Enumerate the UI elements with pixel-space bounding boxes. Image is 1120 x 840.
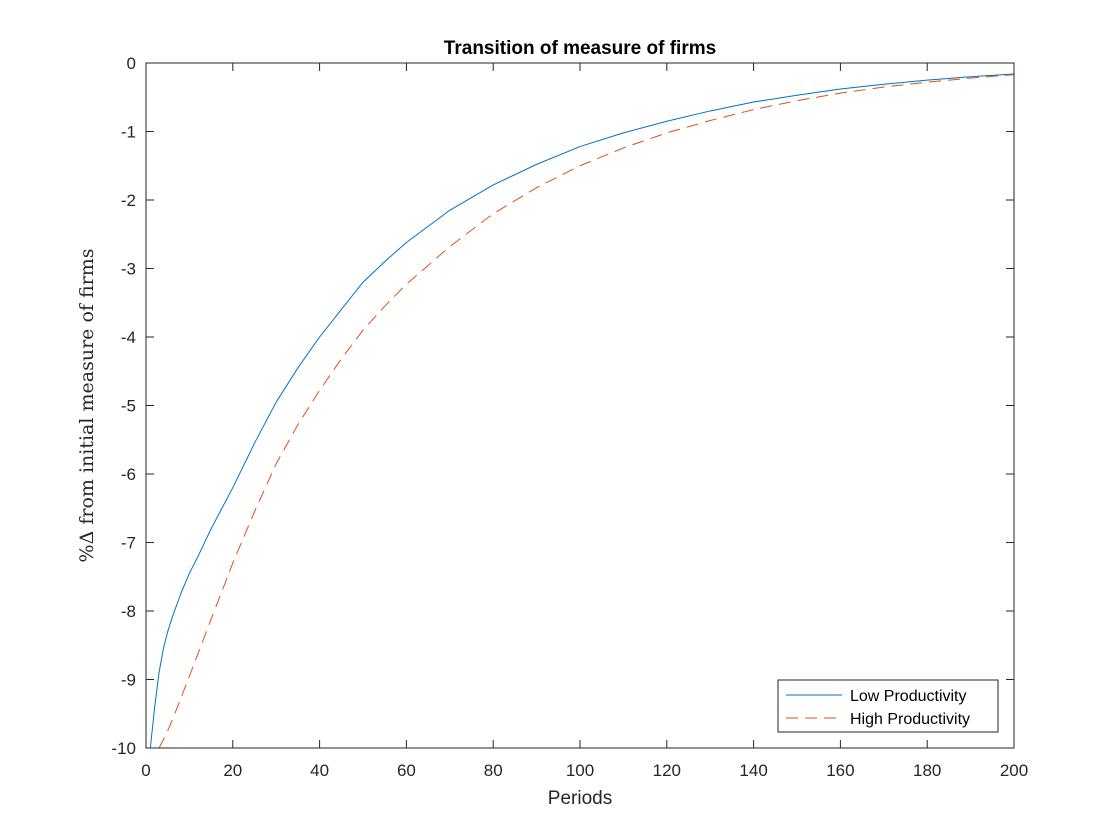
x-tick-label: 140 xyxy=(739,761,767,780)
x-tick-label: 200 xyxy=(1000,761,1028,780)
y-tick-label: -8 xyxy=(121,602,136,621)
y-tick-label: -3 xyxy=(121,260,136,279)
y-tick-label: -1 xyxy=(121,123,136,142)
x-tick-label: 100 xyxy=(566,761,594,780)
legend-box xyxy=(777,679,999,733)
series-layer xyxy=(149,73,1015,749)
y-tick-label: -10 xyxy=(111,739,136,758)
y-tick-label: -4 xyxy=(121,328,136,347)
x-tick-label: 0 xyxy=(141,761,150,780)
x-tick-label: 180 xyxy=(913,761,941,780)
x-tick-label: 160 xyxy=(826,761,854,780)
y-axis-ticks: -10-9-8-7-6-5-4-3-2-10 xyxy=(111,54,1014,758)
x-axis-ticks: 0 20 40 60 80 100 120 140 160 180 200 xyxy=(141,63,1028,780)
y-tick-label: -2 xyxy=(121,191,136,210)
y-tick-label: -7 xyxy=(121,534,136,553)
x-tick-label: 120 xyxy=(653,761,681,780)
legend-label-low-productivity: Low Productivity xyxy=(850,688,967,705)
x-axis-label: Periods xyxy=(548,788,612,809)
y-tick-label: -9 xyxy=(121,671,136,690)
plot-area xyxy=(146,63,1014,748)
x-tick-label: 80 xyxy=(484,761,503,780)
y-tick-label: 0 xyxy=(127,54,136,73)
series-line-low-productivity xyxy=(149,73,1015,749)
chart-title: Transition of measure of firms xyxy=(444,38,716,59)
y-tick-label: -5 xyxy=(121,397,136,416)
y-axis-label: %Δ from initial measure of firms xyxy=(76,249,98,563)
y-tick-label: -6 xyxy=(121,465,136,484)
x-tick-label: 60 xyxy=(397,761,416,780)
x-tick-label: 40 xyxy=(310,761,329,780)
legend: Low Productivity High Productivity xyxy=(777,679,999,733)
x-tick-label: 20 xyxy=(223,761,242,780)
series-line-high-productivity xyxy=(158,74,1015,749)
legend-label-high-productivity: High Productivity xyxy=(850,711,970,728)
